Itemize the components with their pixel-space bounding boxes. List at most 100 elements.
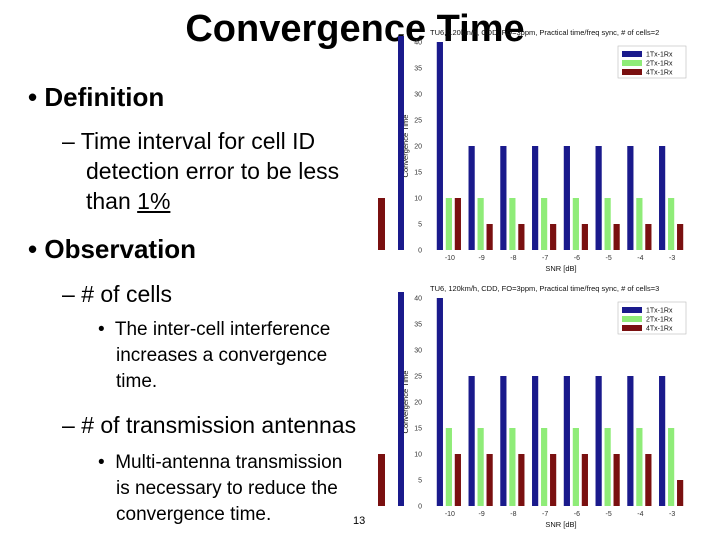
bar-1tx-1rx--7 <box>532 376 539 506</box>
bar-4tx-1rx--4 <box>645 454 652 506</box>
sub-bullet-cells-text: # of cells <box>81 281 172 307</box>
legend: 1Tx-1Rx 2Tx-1Rx 4Tx-1Rx <box>617 45 687 79</box>
bar-4tx-1rx--5 <box>613 224 620 250</box>
bar-1tx-1rx--6 <box>563 376 570 506</box>
y-axis-label: Convergence Time <box>401 115 410 178</box>
bar-4tx-1rx--9 <box>486 454 493 506</box>
y-tick-label: 10 <box>414 452 422 459</box>
bar-2tx-1rx--7 <box>541 198 548 250</box>
y-tick-label: 10 <box>414 196 422 203</box>
bar-1tx-1rx--10 <box>436 42 443 250</box>
bar-2tx-1rx--7 <box>541 428 548 506</box>
y-tick-label: 30 <box>414 348 422 355</box>
bar-cropped-blue <box>398 292 404 506</box>
x-tick-label: -6 <box>574 255 580 262</box>
bar-cropped-blue <box>398 36 404 250</box>
definition-line-1: Time interval for cell ID <box>80 128 316 154</box>
legend-swatch <box>622 60 642 66</box>
y-tick-label: 15 <box>414 426 422 433</box>
bar-4tx-1rx--10 <box>454 454 461 506</box>
x-axis-label: SNR [dB] <box>545 520 576 529</box>
y-tick-label: 5 <box>418 222 422 229</box>
bar-4tx-1rx--3 <box>677 480 684 506</box>
bar-4tx-1rx--5 <box>613 454 620 506</box>
sub-bullet-cells: – # of cells <box>62 281 172 307</box>
bar-4tx-1rx--8 <box>518 224 525 250</box>
legend-swatch <box>622 69 642 75</box>
bar-2tx-1rx--8 <box>509 428 516 506</box>
x-tick-label: -5 <box>606 511 612 518</box>
bullet-observation-text: Observation <box>44 234 197 264</box>
bar-2tx-1rx--3 <box>668 428 675 506</box>
x-tick-label: -4 <box>637 511 643 518</box>
bar-1tx-1rx--4 <box>627 376 634 506</box>
y-tick-label: 35 <box>414 66 422 73</box>
bar-1tx-1rx--6 <box>563 146 570 250</box>
y-tick-label: 0 <box>418 504 422 511</box>
bar-1tx-1rx--10 <box>436 298 443 506</box>
chart-title: TU6, 120km/h, CDD, FO=3ppm, Practical ti… <box>430 284 659 293</box>
bar-2tx-1rx--9 <box>477 428 484 506</box>
point-inter-cell: • The inter-cell interference increases … <box>98 317 330 395</box>
y-tick-label: 30 <box>414 92 422 99</box>
bar-4tx-1rx--4 <box>645 224 652 250</box>
bar-2tx-1rx--8 <box>509 198 516 250</box>
x-tick-label: -3 <box>669 255 675 262</box>
y-tick-label: 40 <box>414 40 422 47</box>
bullet-observation: • Observation <box>28 234 197 264</box>
bar-2tx-1rx--9 <box>477 198 484 250</box>
legend-swatch <box>622 325 642 331</box>
x-tick-label: -5 <box>606 255 612 262</box>
bar-2tx-1rx--6 <box>572 428 579 506</box>
definition-line-2: detection error to be less <box>86 158 340 184</box>
bar-2tx-1rx--4 <box>636 198 643 250</box>
x-tick-label: -9 <box>479 255 485 262</box>
legend-swatch <box>622 316 642 322</box>
inter-cell-line-1: The inter-cell interference <box>114 319 331 340</box>
point-multi-antenna: • Multi-antenna transmission is necessar… <box>98 450 342 528</box>
bullet-definition: • Definition <box>28 82 165 112</box>
x-tick-label: -6 <box>574 511 580 518</box>
bar-1tx-1rx--8 <box>500 146 507 250</box>
legend-label: 2Tx-1Rx <box>646 317 673 324</box>
bar-1tx-1rx--3 <box>659 376 666 506</box>
multi-antenna-line-2: is necessary to reduce the <box>116 478 338 499</box>
bar-2tx-1rx--5 <box>604 428 611 506</box>
x-tick-label: -10 <box>445 255 455 262</box>
y-tick-label: 40 <box>414 296 422 303</box>
legend-label: 4Tx-1Rx <box>646 70 673 77</box>
bullet-definition-text: Definition <box>44 82 165 112</box>
x-tick-label: -8 <box>510 511 516 518</box>
x-tick-label: -10 <box>445 511 455 518</box>
inter-cell-line-2: increases a convergence <box>116 345 328 366</box>
legend-label: 4Tx-1Rx <box>646 326 673 333</box>
x-tick-label: -3 <box>669 511 675 518</box>
x-tick-label: -8 <box>510 255 516 262</box>
x-tick-label: -7 <box>542 511 548 518</box>
slide-title: Convergence Time <box>185 8 525 50</box>
legend-swatch <box>622 307 642 313</box>
bar-1tx-1rx--9 <box>468 376 475 506</box>
bar-1tx-1rx--5 <box>595 376 602 506</box>
threshold-value: 1% <box>137 188 171 214</box>
x-axis-label: SNR [dB] <box>545 264 576 273</box>
legend: 1Tx-1Rx 2Tx-1Rx 4Tx-1Rx <box>617 301 687 335</box>
bar-2tx-1rx--10 <box>445 428 452 506</box>
slide-number: 13 <box>353 515 366 527</box>
bar-4tx-1rx--7 <box>550 224 557 250</box>
y-tick-label: 0 <box>418 248 422 255</box>
y-tick-label: 35 <box>414 322 422 329</box>
bar-1tx-1rx--8 <box>500 376 507 506</box>
bar-1tx-1rx--4 <box>627 146 634 250</box>
bar-2tx-1rx--10 <box>445 198 452 250</box>
bar-2tx-1rx--4 <box>636 428 643 506</box>
y-tick-label: 5 <box>418 478 422 485</box>
multi-antenna-line-3: convergence time. <box>116 504 272 525</box>
bar-4tx-1rx--9 <box>486 224 493 250</box>
bar-2tx-1rx--6 <box>572 198 579 250</box>
bar-4tx-1rx--7 <box>550 454 557 506</box>
y-axis-label: Convergence Time <box>401 371 410 434</box>
sub-bullet-definition: – Time interval for cell ID detection er… <box>62 128 340 214</box>
legend-label: 2Tx-1Rx <box>646 61 673 68</box>
chart-title: TU6, 120km/h, CDD, FO=3ppm, Practical ti… <box>430 28 659 37</box>
